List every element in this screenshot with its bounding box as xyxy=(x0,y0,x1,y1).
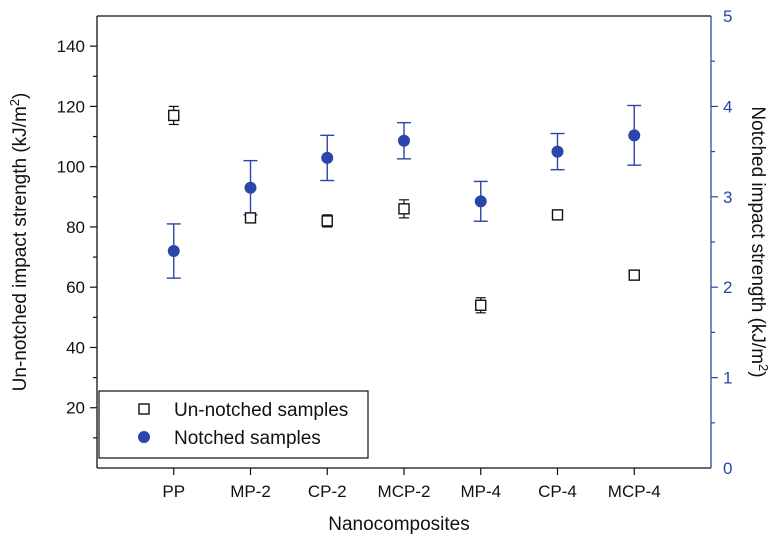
notched-point xyxy=(398,134,410,147)
left-axis-title: Un-notched impact strength (kJ/m2) xyxy=(7,93,31,392)
marks xyxy=(166,104,642,314)
unnotched-point xyxy=(398,203,410,215)
notched-point xyxy=(551,145,564,158)
right-tick-label: 1 xyxy=(723,369,732,388)
left-tick-label: 120 xyxy=(57,97,85,116)
x-tick-label: MP-2 xyxy=(230,482,271,501)
left-tick-label: 80 xyxy=(66,218,85,237)
left-tick-label: 60 xyxy=(66,278,85,297)
x-tick-label: CP-4 xyxy=(538,482,577,501)
x-tick-label: MCP-2 xyxy=(378,482,431,501)
right-tick-label: 4 xyxy=(723,97,732,116)
x-tick-label: MP-4 xyxy=(460,482,501,501)
right-tick-label: 2 xyxy=(723,278,732,297)
notched-point xyxy=(628,129,641,142)
left-tick-label: 140 xyxy=(57,37,85,56)
legend-box xyxy=(98,390,369,459)
notched-point xyxy=(244,181,257,194)
unnotched-point xyxy=(475,299,487,311)
unnotched-point xyxy=(628,269,640,281)
legend-label-unnotched: Un-notched samples xyxy=(174,400,348,421)
unnotched-point xyxy=(168,109,180,122)
unnotched-point xyxy=(321,215,333,227)
unnotched-point xyxy=(551,209,564,221)
legend-label-notched: Notched samples xyxy=(174,428,321,449)
right-tick-label: 3 xyxy=(723,188,732,207)
x-tick-label: PP xyxy=(162,482,185,501)
legend-marker-notched xyxy=(138,431,150,443)
right-axis: 0 1 2 3 4 5 xyxy=(710,7,732,478)
right-tick-label: 5 xyxy=(723,7,732,26)
right-tick-label: 0 xyxy=(723,459,732,478)
x-axis-title: Nanocomposites xyxy=(328,514,470,535)
notched-point xyxy=(167,245,180,258)
notched-point xyxy=(474,195,487,208)
x-tick-label: CP-2 xyxy=(308,482,347,501)
right-axis-title: Notched impact strength (kJ/m2) xyxy=(747,106,771,377)
unnotched-point xyxy=(244,212,257,224)
x-tick-label: MCP-4 xyxy=(608,482,661,501)
left-tick-label: 40 xyxy=(66,338,85,357)
legend-marker-unnotched xyxy=(138,403,150,415)
x-axis: PP MP-2 CP-2 MCP-2 MP-4 CP-4 MCP-4 xyxy=(162,468,661,501)
left-tick-label: 20 xyxy=(66,399,85,418)
legend: Un-notched samples Notched samples xyxy=(98,390,369,459)
left-axis: 20 40 60 80 100 120 140 xyxy=(57,16,98,468)
left-tick-label: 100 xyxy=(57,158,85,177)
notched-point xyxy=(321,151,334,164)
